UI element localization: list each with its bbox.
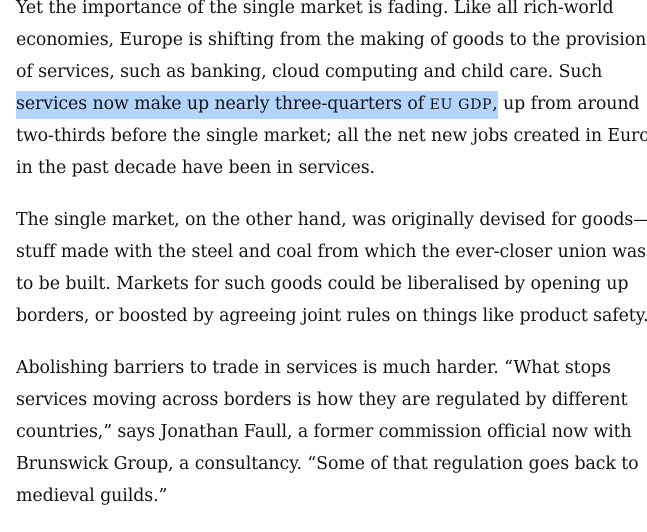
text-line: medieval guilds.” bbox=[16, 486, 168, 506]
text-line: of services, such as banking, cloud comp… bbox=[16, 62, 603, 82]
text-line: stuff made with the steel and coal from … bbox=[16, 242, 647, 262]
text-selection-highlight[interactable]: services now make up nearly three-quarte… bbox=[16, 91, 498, 119]
text-line: The single market, on the other hand, wa… bbox=[16, 210, 647, 230]
paragraph-1: Yet the importance of the single market … bbox=[16, 0, 647, 184]
text-line: borders, or boosted by agreeing joint ru… bbox=[16, 306, 647, 326]
text-line: Abolishing barriers to trade in services… bbox=[16, 358, 611, 378]
text-line-highlighted[interactable]: services now make up nearly three-quarte… bbox=[16, 88, 647, 120]
text-line: Yet the importance of the single market … bbox=[16, 0, 614, 18]
selected-text: services now make up nearly three-quarte… bbox=[16, 94, 430, 114]
selected-comma: , bbox=[492, 94, 498, 114]
paragraph-2: The single market, on the other hand, wa… bbox=[16, 204, 647, 332]
text-line: two-thirds before the single market; all… bbox=[16, 126, 647, 146]
article-body: Yet the importance of the single market … bbox=[16, 0, 647, 532]
text-line: services moving across borders is how th… bbox=[16, 390, 628, 410]
eu-gdp-abbreviation: EU GDP bbox=[429, 97, 493, 113]
text-line: Brunswick Group, a consultancy. “Some of… bbox=[16, 454, 639, 474]
text-line: economies, Europe is shifting from the m… bbox=[16, 30, 647, 50]
text-line: in the past decade have been in services… bbox=[16, 158, 375, 178]
text-line: to be built. Markets for such goods coul… bbox=[16, 274, 629, 294]
text-line: countries,” says Jonathan Faull, a forme… bbox=[16, 422, 632, 442]
paragraph-3: Abolishing barriers to trade in services… bbox=[16, 352, 647, 512]
unselected-text: up from around bbox=[497, 94, 640, 114]
